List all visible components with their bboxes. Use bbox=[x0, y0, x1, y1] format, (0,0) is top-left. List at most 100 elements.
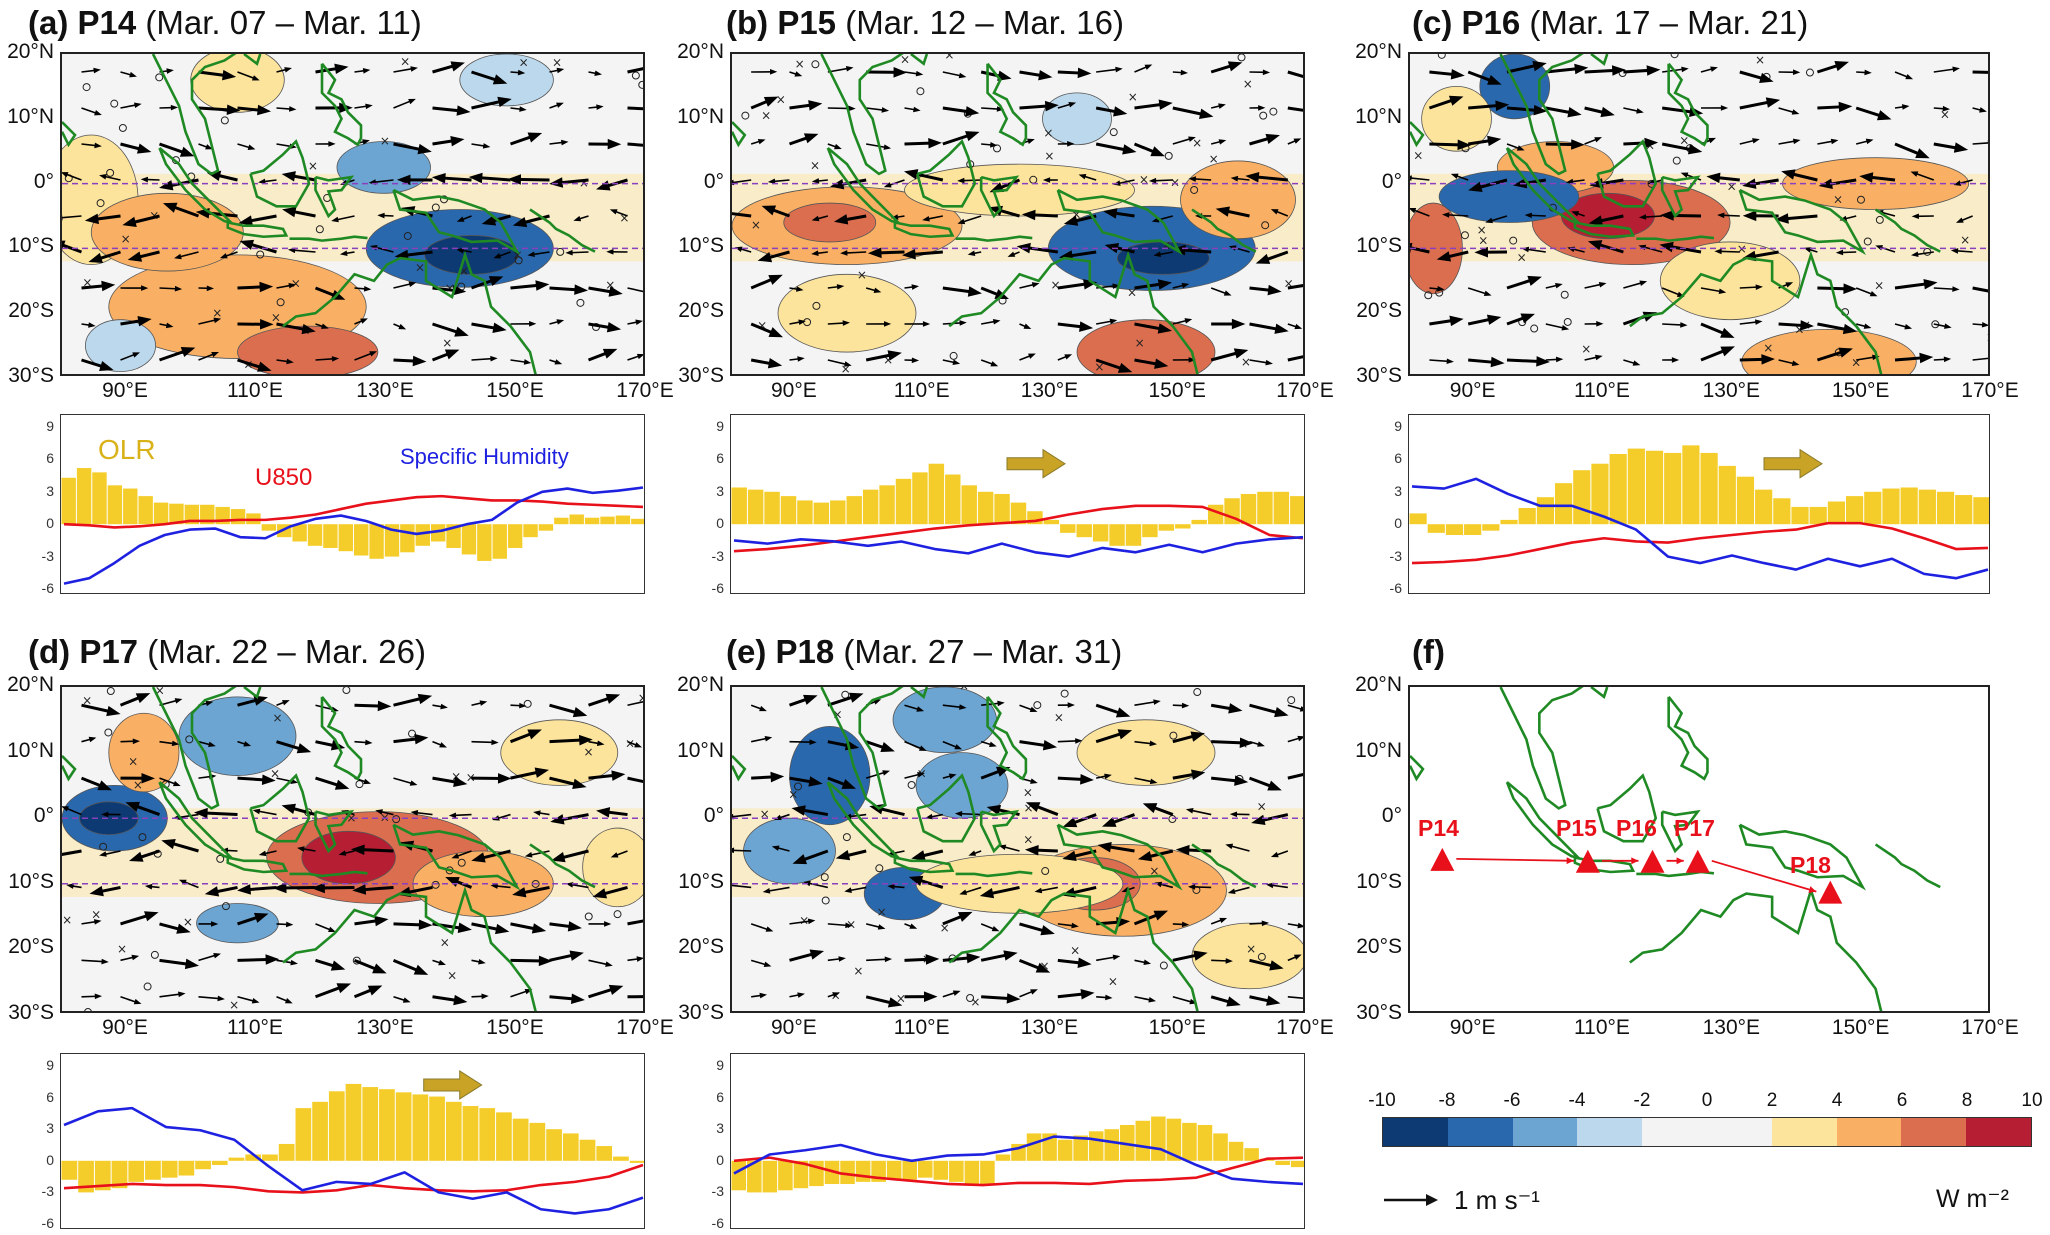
wind-vector bbox=[198, 143, 213, 150]
significance-marker bbox=[256, 250, 265, 259]
colorbar-segment bbox=[1383, 1118, 1448, 1146]
wind-vector bbox=[610, 850, 628, 858]
wind-vector bbox=[827, 143, 842, 150]
wind-vector bbox=[393, 693, 433, 707]
wind-vector bbox=[549, 993, 585, 1005]
olr-bar bbox=[1755, 489, 1773, 525]
wind-vector bbox=[237, 740, 252, 747]
olr-bar bbox=[61, 477, 76, 525]
wind-vector bbox=[120, 738, 141, 745]
wind-vector bbox=[510, 702, 527, 709]
wind-vector bbox=[549, 177, 589, 188]
significance-marker bbox=[631, 71, 640, 80]
wind-vector bbox=[1185, 807, 1212, 816]
significance-marker bbox=[143, 982, 152, 991]
coastline bbox=[282, 886, 537, 1011]
significance-marker: × bbox=[788, 787, 798, 801]
wind-vector bbox=[159, 142, 195, 157]
anomaly-shading bbox=[178, 696, 297, 776]
lon-label: 170°E bbox=[1276, 1016, 1334, 1039]
anomaly-shading bbox=[1741, 329, 1917, 374]
coastline bbox=[1573, 221, 1636, 239]
coastline bbox=[249, 773, 311, 843]
wind-vector bbox=[1133, 142, 1165, 157]
lat-label: 10°S bbox=[8, 869, 54, 893]
significance-marker bbox=[1109, 128, 1118, 137]
coastline bbox=[1499, 54, 1584, 176]
significance-marker: × bbox=[91, 908, 101, 922]
significance-marker: × bbox=[1246, 942, 1256, 956]
significance-marker: × bbox=[1039, 959, 1049, 973]
wind-vector bbox=[1662, 357, 1680, 363]
colorbar-tick: 2 bbox=[1766, 1090, 1778, 1111]
wind-vector bbox=[354, 318, 368, 325]
ts-ytick: -3 bbox=[41, 1183, 54, 1200]
coastline bbox=[1499, 687, 1584, 810]
wind-vector bbox=[771, 845, 790, 852]
olr-bar bbox=[917, 1160, 933, 1178]
olr-bar bbox=[631, 518, 644, 525]
anomaly-shading bbox=[582, 827, 643, 908]
wind-vector bbox=[922, 215, 943, 222]
olr-bar bbox=[1182, 1122, 1197, 1161]
wind-vector bbox=[339, 250, 355, 256]
wind-vector bbox=[1103, 208, 1135, 219]
significance-marker bbox=[431, 880, 440, 889]
wind-vector bbox=[957, 215, 982, 225]
wind-vector bbox=[62, 240, 83, 254]
wind-vector bbox=[1429, 286, 1445, 292]
wind-vector bbox=[471, 993, 489, 1000]
timeseries-panel-d bbox=[60, 1053, 645, 1229]
wind-vector bbox=[1506, 313, 1535, 326]
specific-humidity-line bbox=[733, 1135, 1304, 1186]
wind-vector bbox=[471, 739, 499, 746]
wind-vector bbox=[1894, 71, 1914, 80]
wind-vector bbox=[1249, 359, 1273, 366]
lon-label: 170°E bbox=[616, 1016, 674, 1039]
significance-marker: × bbox=[155, 687, 165, 697]
wind-vector bbox=[1468, 100, 1510, 112]
wind-vector bbox=[1134, 322, 1172, 334]
olr-bar bbox=[629, 1160, 644, 1163]
wind-vector bbox=[750, 322, 784, 338]
wind-vector bbox=[81, 358, 114, 372]
olr-bar bbox=[830, 500, 846, 525]
wind-vector bbox=[276, 996, 293, 1004]
anomaly-shading bbox=[904, 163, 1135, 217]
significance-marker bbox=[106, 687, 115, 696]
significance-marker: × bbox=[440, 936, 450, 950]
significance-marker: × bbox=[959, 687, 969, 693]
wind-vector bbox=[237, 104, 272, 116]
lat-label: 10°S bbox=[678, 869, 724, 893]
wind-vector bbox=[908, 875, 944, 889]
coastline bbox=[1590, 687, 1609, 699]
significance-marker: × bbox=[1241, 355, 1251, 369]
wind-vector bbox=[1019, 704, 1038, 712]
wind-vector bbox=[1057, 141, 1075, 147]
coastline bbox=[910, 687, 929, 699]
coastline bbox=[62, 121, 77, 148]
wind-vector bbox=[1894, 278, 1938, 290]
wind-vector bbox=[1623, 65, 1661, 76]
wind-vector bbox=[1429, 68, 1465, 80]
lat-label: 10°S bbox=[1356, 869, 1402, 893]
wind-vector bbox=[354, 351, 378, 361]
olr-bar bbox=[1482, 524, 1500, 531]
wind-vector bbox=[1955, 215, 1973, 223]
lon-label: 130°E bbox=[1702, 1016, 1761, 1039]
significance-marker: × bbox=[605, 278, 615, 292]
wind-vector bbox=[1095, 729, 1133, 744]
wind-vector bbox=[865, 287, 882, 294]
lat-label: 30°S bbox=[1356, 1001, 1402, 1024]
olr-bar bbox=[1700, 452, 1718, 525]
coastline bbox=[529, 208, 596, 253]
olr-bar bbox=[1518, 508, 1536, 525]
olr-bar bbox=[902, 1160, 917, 1180]
wind-vector bbox=[981, 142, 998, 148]
significance-marker: × bbox=[1128, 90, 1138, 104]
wind-vector bbox=[1584, 281, 1607, 289]
significance-marker bbox=[638, 80, 643, 89]
panel-dates: (Mar. 17 – Mar. 21) bbox=[1529, 4, 1809, 41]
olr-bar bbox=[1125, 524, 1142, 546]
significance-marker bbox=[794, 782, 803, 791]
